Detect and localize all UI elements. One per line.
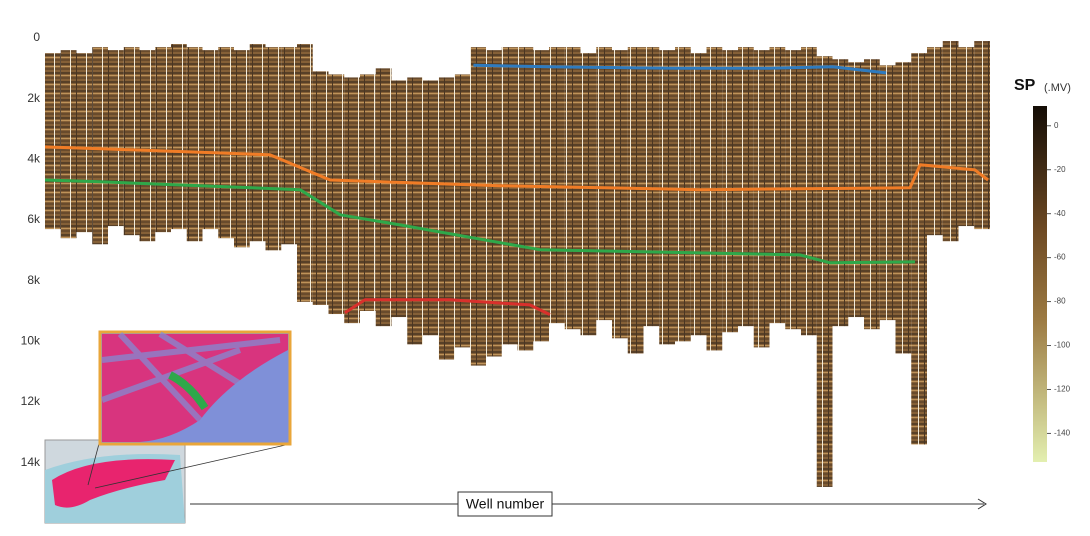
well-log <box>942 41 959 242</box>
y-tick-label: 10k <box>21 334 41 348</box>
well-log <box>643 47 660 327</box>
well-log <box>627 47 644 354</box>
colorbar-tick-label: -100 <box>1054 341 1071 350</box>
well-log <box>76 53 93 233</box>
connector <box>87 439 101 486</box>
y-tick-label: 0 <box>33 30 40 44</box>
well-log <box>60 50 77 239</box>
well-log <box>265 47 282 251</box>
connector <box>94 443 291 489</box>
well-log <box>454 74 471 348</box>
well-log <box>344 77 360 324</box>
colorbar-tick-label: -140 <box>1054 429 1071 438</box>
colorbar-unit: (.MV) <box>1044 82 1071 94</box>
y-tick-label: 14k <box>21 455 41 469</box>
well-log <box>45 53 61 230</box>
study-band <box>168 371 209 411</box>
well-log <box>249 44 266 242</box>
colorbar-tick-label: -20 <box>1054 165 1066 174</box>
well-log <box>391 80 408 318</box>
well-log <box>312 71 329 305</box>
well-log <box>186 47 203 242</box>
well-log <box>517 47 534 351</box>
well-log <box>202 50 219 230</box>
well-log <box>328 74 345 315</box>
colorbar <box>1033 106 1047 462</box>
well-log <box>911 53 927 445</box>
well-log <box>139 50 156 242</box>
well-log <box>690 53 707 336</box>
well-log <box>423 80 439 336</box>
y-tick-label: 4k <box>27 152 41 166</box>
well-log <box>218 47 234 239</box>
well-log <box>816 56 833 487</box>
well-log <box>612 50 628 339</box>
horizon <box>44 145 990 192</box>
x-label-box <box>457 491 553 517</box>
horizon <box>344 298 551 316</box>
y-tick-label: 6k <box>27 212 41 226</box>
well-log <box>832 59 849 327</box>
colorbar-tick-label: -120 <box>1054 385 1071 394</box>
well-log <box>895 62 912 354</box>
plot-area <box>44 41 990 487</box>
y-tick-label: 8k <box>27 273 41 287</box>
well-log <box>801 47 817 336</box>
colorbar-tick-label: -40 <box>1054 209 1066 218</box>
well-log <box>927 47 943 236</box>
well-log <box>171 44 187 230</box>
well-log <box>549 47 565 324</box>
well-log <box>375 68 392 327</box>
x-label: Well number <box>466 496 545 512</box>
well-log <box>675 47 691 342</box>
well-log <box>722 50 738 333</box>
arrow-head <box>977 498 987 510</box>
well-log <box>580 53 597 336</box>
well-log <box>533 50 549 342</box>
well-log <box>596 47 612 321</box>
well-log <box>738 47 754 327</box>
well-log <box>297 44 313 302</box>
well-log <box>360 74 376 312</box>
well-log <box>281 47 297 245</box>
well-log <box>470 47 486 366</box>
horizon <box>44 178 916 265</box>
well-log <box>123 47 140 236</box>
well-log <box>108 50 124 227</box>
well-log <box>706 47 723 351</box>
well-log <box>438 77 455 360</box>
colorbar-tick-label: -60 <box>1054 253 1066 262</box>
well-log <box>407 77 423 345</box>
colorbar-tick-label: 0 <box>1054 121 1059 130</box>
well-log <box>92 47 108 245</box>
y-tick-label: 12k <box>21 394 41 408</box>
region <box>52 459 175 508</box>
inset-map <box>44 330 292 524</box>
colorbar-tick-label: -80 <box>1054 297 1066 306</box>
y-tick-label: 2k <box>27 91 41 105</box>
well-log <box>234 50 250 248</box>
well-log <box>155 47 171 233</box>
well-log <box>769 47 786 324</box>
well-log <box>974 41 990 230</box>
mesh <box>100 331 281 423</box>
well-log <box>501 47 518 345</box>
well-log <box>753 50 770 348</box>
well-log <box>958 47 975 227</box>
horizon <box>473 63 887 75</box>
well-log <box>864 59 880 330</box>
well-log <box>879 65 896 321</box>
well-log <box>659 50 675 345</box>
colorbar-title: SP <box>1014 77 1036 94</box>
well-log <box>486 50 502 357</box>
